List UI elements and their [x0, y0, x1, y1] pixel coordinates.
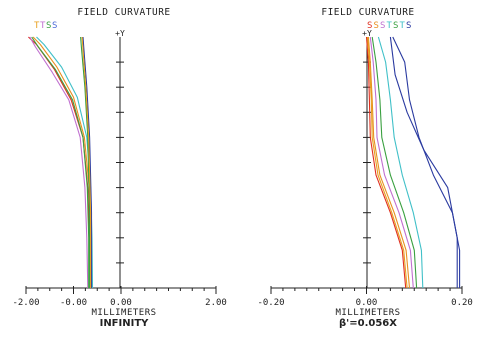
legend-entry: S	[46, 21, 51, 31]
series-line	[367, 36, 411, 289]
chart-sublabel: INFINITY	[100, 318, 150, 329]
legend-entry: S	[380, 21, 385, 31]
chart-sublabel: β'=0.056X	[339, 318, 397, 329]
legend-entry: T	[40, 21, 46, 31]
legend-entry: S	[393, 21, 398, 31]
x-axis-title: MILLIMETERS	[91, 308, 156, 318]
series-line	[377, 36, 424, 289]
y-axis-label: +Y	[362, 29, 372, 38]
legend-entry: S	[406, 21, 411, 31]
x-tick-label: -0.00	[60, 298, 87, 308]
series-line	[369, 36, 414, 289]
x-tick-label: 2.00	[205, 298, 227, 308]
legend-entry: S	[367, 21, 372, 31]
series-line	[28, 36, 91, 289]
series-line	[365, 36, 407, 289]
legend-entry: S	[52, 21, 57, 31]
x-tick-label: -0.20	[257, 298, 284, 308]
legend-entry: T	[387, 21, 393, 31]
series-line	[81, 36, 92, 288]
series-line	[29, 36, 89, 289]
y-axis-label: +Y	[115, 29, 125, 38]
series-line	[392, 36, 461, 288]
series-line	[80, 36, 91, 288]
series-line	[366, 36, 408, 289]
x-tick-label: 0.00	[110, 298, 132, 308]
legend-entry: T	[400, 21, 406, 31]
series-line	[389, 36, 458, 288]
series-line	[371, 36, 418, 289]
x-axis-title: MILLIMETERS	[335, 308, 400, 318]
series-line	[31, 36, 90, 288]
x-tick-label: -2.00	[12, 298, 39, 308]
x-tick-label: 0.20	[451, 298, 473, 308]
chart-title: FIELD CURVATURE	[77, 7, 170, 18]
chart-title: FIELD CURVATURE	[321, 7, 414, 18]
legend-entry: S	[374, 21, 379, 31]
series-line	[82, 36, 93, 288]
x-tick-label: 0.00	[356, 298, 378, 308]
legend-entry: T	[34, 21, 40, 31]
